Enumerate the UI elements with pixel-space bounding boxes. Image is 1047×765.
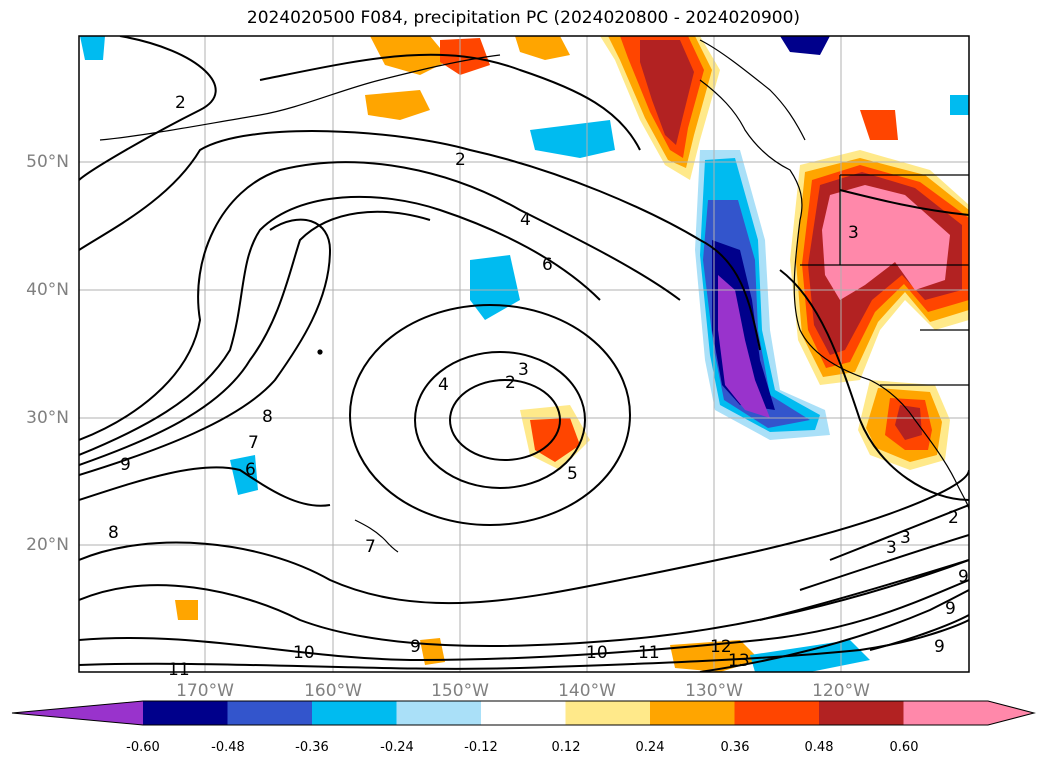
lon-label: 130°W — [685, 681, 743, 701]
contour-label: 9 — [120, 455, 131, 475]
lon-label: 120°W — [812, 681, 870, 701]
colorbar-tick: 0.12 — [551, 740, 581, 755]
contour-label: 2 — [505, 373, 516, 393]
map-panel: 2 2 4 6 3 2 4 5 8 7 6 9 8 7 10 11 9 10 1… — [78, 35, 970, 680]
colorbar-segment — [12, 701, 143, 725]
colorbar-segment — [312, 701, 397, 725]
colorbar-tick: -0.12 — [464, 740, 498, 755]
contour-label: 8 — [108, 523, 119, 543]
contour-label: 5 — [567, 464, 578, 484]
contour-label: 9 — [945, 599, 956, 619]
contour-label: 11 — [638, 643, 660, 663]
colorbar-segment — [143, 701, 228, 725]
contour-label: 8 — [262, 407, 273, 427]
contour-label: 2 — [948, 508, 959, 528]
lon-label: 140°W — [558, 681, 616, 701]
colorbar-segment — [565, 701, 650, 725]
colorbar-segment — [903, 701, 1034, 725]
contour-label: 6 — [245, 460, 256, 480]
contour-label: 12 — [710, 637, 732, 657]
precipitation-fill — [80, 36, 969, 672]
contour-label: 13 — [728, 651, 750, 671]
colorbar-tick: 0.60 — [889, 740, 919, 755]
contour-label: 7 — [248, 433, 259, 453]
colorbar-tick: 0.24 — [635, 740, 665, 755]
contour-label: 9 — [410, 637, 421, 657]
contour-label: 4 — [520, 210, 531, 230]
colorbar-segment — [227, 701, 312, 725]
colorbar-tick: -0.36 — [295, 740, 329, 755]
colorbar-tick: 0.48 — [804, 740, 834, 755]
contour-label: 7 — [365, 537, 376, 557]
contour-label: 10 — [293, 643, 315, 663]
figure-title: 2024020500 F084, precipitation PC (20240… — [246, 8, 801, 28]
colorbar-segment — [650, 701, 735, 725]
contour-label: 9 — [934, 637, 945, 657]
colorbar-tick: -0.24 — [380, 740, 414, 755]
contour-label: 11 — [168, 660, 190, 680]
contour-label: 9 — [958, 567, 969, 587]
colorbar-tick: 0.36 — [720, 740, 750, 755]
colorbar-tick: -0.48 — [211, 740, 245, 755]
contour-label: 2 — [455, 150, 466, 170]
contour-label-group: 2 2 4 6 3 2 4 5 8 7 6 9 8 7 10 11 9 10 1… — [108, 93, 969, 680]
contour-label: 3 — [900, 528, 911, 548]
colorbar-segment — [734, 701, 819, 725]
colorbar-segment — [396, 701, 481, 725]
contour-label: 3 — [886, 538, 897, 558]
lon-label: 160°W — [304, 681, 362, 701]
contour-label: 10 — [586, 643, 608, 663]
colorbar-tick: -0.60 — [126, 740, 160, 755]
contour-label: 3 — [848, 223, 859, 243]
contour-lines — [79, 36, 969, 672]
colorbar — [11, 700, 1036, 726]
lat-label: 20°N — [26, 535, 69, 555]
colorbar-segment — [819, 701, 904, 725]
contour-label: 2 — [175, 93, 186, 113]
lat-label: 40°N — [26, 280, 69, 300]
gridlines — [79, 36, 969, 672]
colorbar-segment — [481, 701, 566, 725]
colorbar-outline — [11, 700, 1036, 726]
contour-label: 3 — [518, 360, 529, 380]
lon-label: 150°W — [431, 681, 489, 701]
coastline — [99, 39, 969, 553]
contour-label: 6 — [542, 255, 553, 275]
lat-label: 30°N — [26, 408, 69, 428]
contour-label: 4 — [438, 375, 449, 395]
lat-label: 50°N — [26, 152, 69, 172]
lon-label: 170°W — [176, 681, 234, 701]
